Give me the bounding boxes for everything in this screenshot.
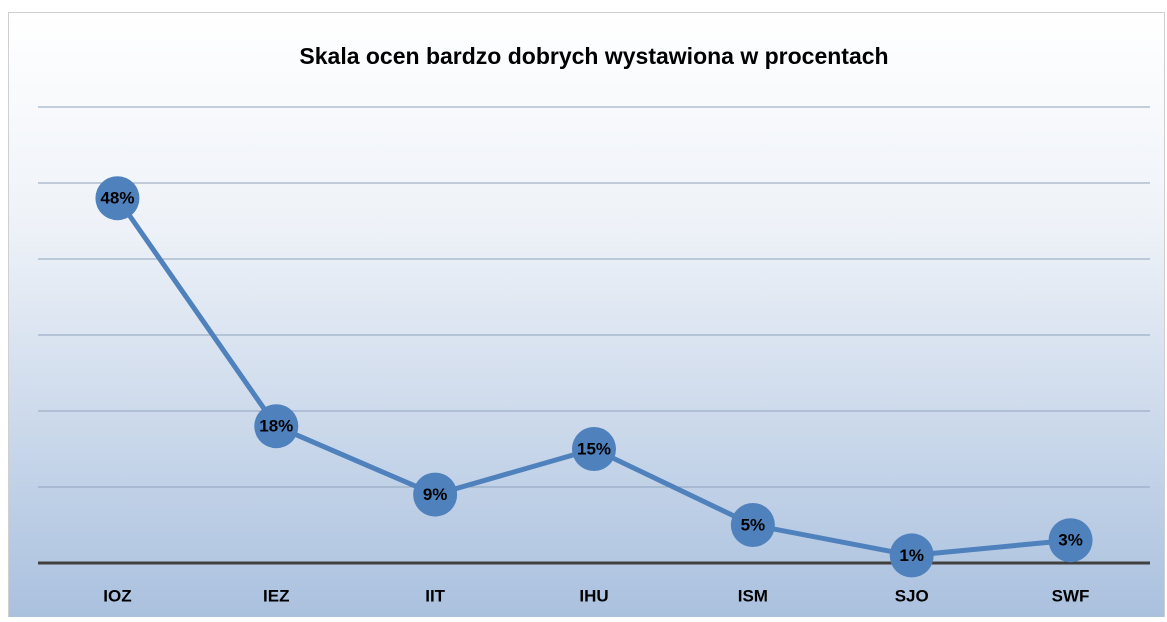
marker xyxy=(889,533,934,578)
data-label: 18% xyxy=(259,417,293,436)
data-label: 9% xyxy=(423,485,448,504)
marker xyxy=(413,472,458,517)
x-tick-label: SJO xyxy=(895,586,929,605)
marker xyxy=(730,503,775,547)
marker xyxy=(254,404,299,449)
data-label: 1% xyxy=(899,546,924,565)
x-tick-label: ISM xyxy=(738,586,768,605)
x-tick-label: IHU xyxy=(579,586,608,605)
chart-background xyxy=(8,12,1165,622)
data-label: 3% xyxy=(1058,531,1083,550)
data-label: 15% xyxy=(577,439,611,458)
x-tick-label: SWF xyxy=(1052,586,1090,605)
data-label: 48% xyxy=(100,189,134,208)
x-tick-label: IIT xyxy=(425,586,445,605)
x-tick-label: IOZ xyxy=(103,586,131,605)
chart-title: Skala ocen bardzo dobrych wystawiona w p… xyxy=(299,43,888,69)
x-tick-label: IEZ xyxy=(263,586,289,605)
data-label: 5% xyxy=(741,515,766,534)
marker xyxy=(95,176,140,221)
marker xyxy=(1048,518,1093,563)
marker xyxy=(572,427,616,471)
